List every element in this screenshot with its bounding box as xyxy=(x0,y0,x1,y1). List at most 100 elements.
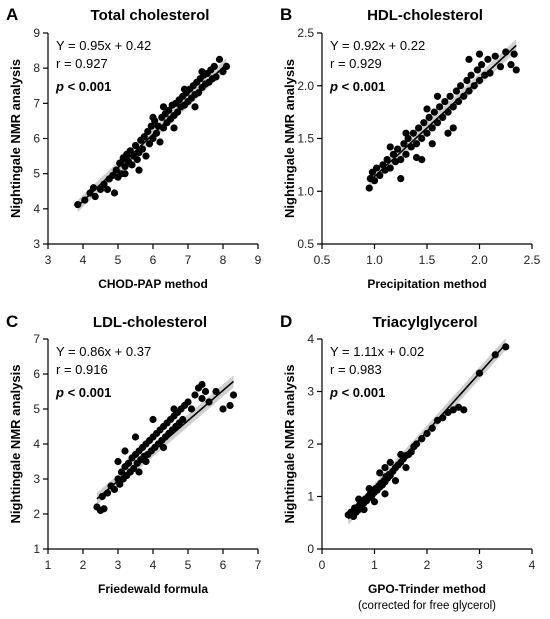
data-point xyxy=(376,469,384,477)
data-point xyxy=(381,490,389,498)
data-point xyxy=(191,103,199,111)
x-axis-label: GPO-Trinder method xyxy=(368,582,486,596)
x-tick-label: 8 xyxy=(220,253,227,267)
y-tick-label: 0 xyxy=(307,542,314,556)
y-tick-label: 1.0 xyxy=(297,184,314,198)
y-tick-label: 2 xyxy=(307,437,314,451)
data-point xyxy=(110,189,119,197)
data-point xyxy=(470,82,478,90)
data-point xyxy=(147,122,155,130)
chart-title: Triacylglycerol xyxy=(372,314,477,331)
y-axis-label: Nightingale NMR analysis xyxy=(8,59,23,218)
data-point xyxy=(198,68,206,76)
x-tick-label: 3 xyxy=(115,558,122,572)
p-symbol: p xyxy=(329,385,338,400)
y-tick-label: 5 xyxy=(33,402,40,416)
data-point xyxy=(229,391,238,399)
y-tick-label: 1 xyxy=(33,542,40,556)
data-point xyxy=(491,52,499,60)
data-point xyxy=(138,145,147,153)
data-point xyxy=(191,391,199,399)
data-point xyxy=(423,105,431,113)
data-point xyxy=(142,152,150,160)
chart-title: Total cholesterol xyxy=(91,7,210,24)
data-point xyxy=(365,184,373,192)
data-point xyxy=(74,201,82,209)
x-tick-label: 2 xyxy=(80,558,87,572)
p-threshold: < 0.001 xyxy=(338,385,385,400)
data-point xyxy=(198,380,206,389)
y-tick-label: 4 xyxy=(33,437,40,451)
panel-b: B HDL-cholesterol Nightingale NMR analysis… xyxy=(280,5,541,291)
data-point xyxy=(187,405,196,413)
data-point xyxy=(418,435,426,443)
p-value: p < 0.001 xyxy=(329,79,385,94)
regression-line xyxy=(347,343,507,520)
data-point xyxy=(144,127,152,136)
x-tick-label: 3 xyxy=(476,558,483,572)
x-axis-label: Precipitation method xyxy=(367,277,486,291)
data-point xyxy=(441,97,449,106)
panel-letter: D xyxy=(280,312,292,331)
data-point xyxy=(149,415,157,424)
x-tick-label: 1.0 xyxy=(366,253,383,267)
y-tick-label: 2.5 xyxy=(297,26,314,40)
x-axis-note: (corrected for free glycerol) xyxy=(358,600,496,612)
data-point xyxy=(135,166,143,174)
data-point xyxy=(409,129,417,137)
data-point xyxy=(423,429,431,438)
data-point xyxy=(402,129,410,137)
data-point xyxy=(507,61,515,69)
data-point xyxy=(170,124,178,132)
p-symbol: p xyxy=(55,79,64,94)
data-point xyxy=(496,63,505,71)
x-tick-label: 5 xyxy=(185,558,192,572)
data-point xyxy=(420,119,428,127)
y-tick-label: 7 xyxy=(33,332,40,346)
data-point xyxy=(397,174,405,183)
data-point xyxy=(96,185,105,194)
data-point xyxy=(512,66,520,74)
x-tick-label: 2.0 xyxy=(471,253,488,267)
data-point xyxy=(402,150,410,158)
p-value: p < 0.001 xyxy=(329,385,385,400)
data-point xyxy=(121,447,129,455)
data-point xyxy=(373,164,381,172)
data-point xyxy=(397,450,405,459)
regression-equation: Y = 0.86x + 0.37 xyxy=(56,344,151,359)
data-point xyxy=(423,129,431,137)
data-point xyxy=(121,170,129,178)
data-point xyxy=(159,103,168,111)
panel-letter: C xyxy=(6,312,18,331)
data-point xyxy=(360,506,368,514)
regression-line xyxy=(96,380,235,500)
y-tick-label: 3 xyxy=(33,472,40,486)
data-point xyxy=(510,50,518,58)
y-tick-label: 3 xyxy=(33,237,40,251)
correlation-coefficient: r = 0.927 xyxy=(56,56,108,71)
p-threshold: < 0.001 xyxy=(338,79,385,94)
data-point xyxy=(415,124,423,132)
data-point xyxy=(370,498,379,506)
data-point xyxy=(484,55,492,63)
data-point xyxy=(156,138,164,146)
data-point xyxy=(355,495,363,503)
y-tick-label: 7 xyxy=(33,96,40,110)
data-point xyxy=(391,477,400,485)
x-tick-label: 5 xyxy=(115,253,122,267)
data-point xyxy=(425,113,433,121)
data-point xyxy=(457,82,465,90)
data-point xyxy=(386,143,394,151)
data-point xyxy=(133,156,141,164)
data-point xyxy=(212,387,220,396)
x-tick-label: 1 xyxy=(371,558,378,572)
data-point xyxy=(386,458,394,466)
y-tick-label: 2.0 xyxy=(297,79,314,93)
data-point xyxy=(131,433,140,441)
data-point xyxy=(219,405,227,413)
data-point xyxy=(222,62,231,71)
data-point xyxy=(116,480,124,488)
x-tick-label: 6 xyxy=(220,558,227,572)
panel-letter: B xyxy=(280,5,292,24)
